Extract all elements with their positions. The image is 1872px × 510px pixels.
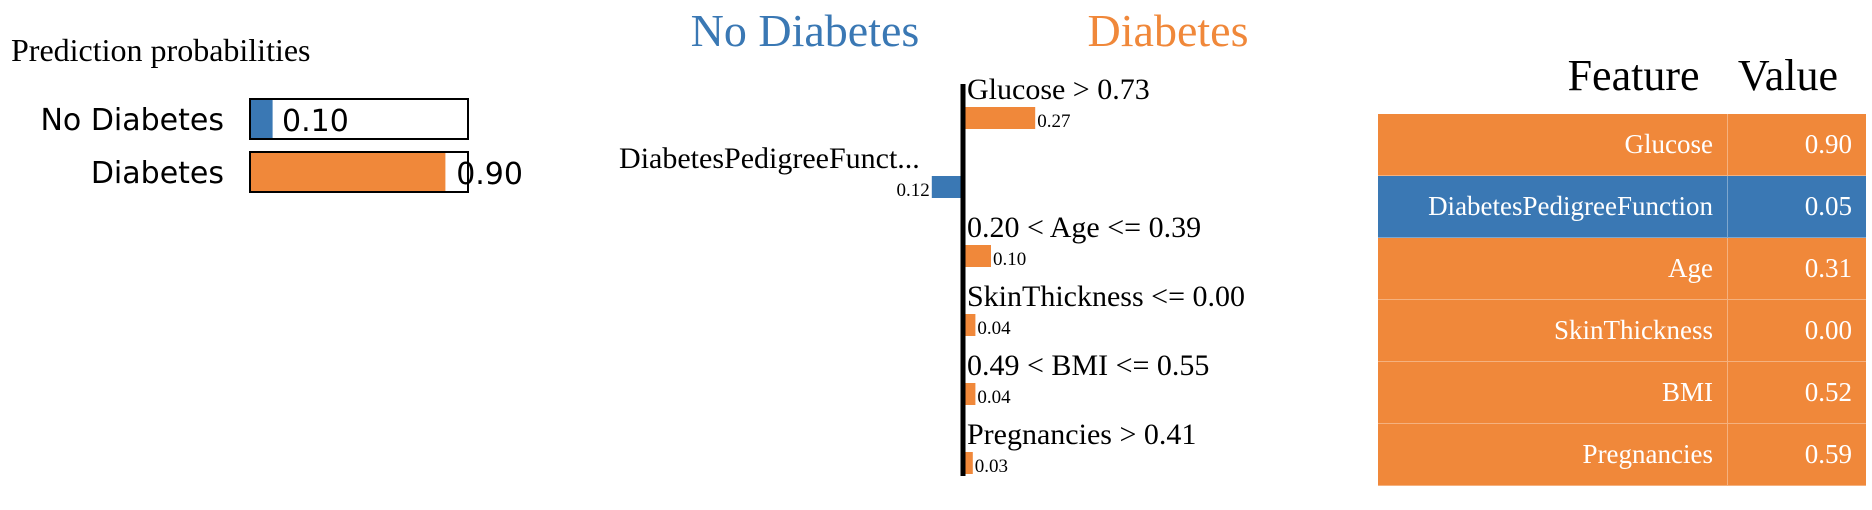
probability-bar-no-diabetes <box>251 100 273 138</box>
table-row: DiabetesPedigreeFunction 0.05 <box>1378 175 1866 238</box>
feature-condition-label-3: SkinThickness <= 0.00 <box>967 280 1245 313</box>
probability-value-no-diabetes: 0.10 <box>282 104 349 139</box>
class-label-diabetes: Diabetes <box>91 156 224 191</box>
explanation-bar-5 <box>965 452 973 474</box>
feature-name-cell: DiabetesPedigreeFunction <box>1378 175 1728 238</box>
feature-name-cell: Glucose <box>1378 114 1728 176</box>
feature-value-cell: 0.90 <box>1727 114 1866 176</box>
feature-value-cell: 0.00 <box>1727 299 1866 362</box>
feature-value-table: Feature Value Glucose 0.90 DiabetesPedigre… <box>1378 36 1866 486</box>
table-row: Age 0.31 <box>1378 237 1866 300</box>
table-row: SkinThickness 0.00 <box>1378 299 1866 362</box>
table-row: Pregnancies 0.59 <box>1378 423 1866 486</box>
feature-name-cell: Pregnancies <box>1378 423 1728 486</box>
feature-condition-label-4: 0.49 < BMI <= 0.55 <box>967 349 1209 382</box>
explanation-bar-4 <box>965 383 976 405</box>
class-label-no-diabetes: No Diabetes <box>40 103 224 138</box>
header-value: Value <box>1737 50 1838 100</box>
explanation-panel: No Diabetes Diabetes Glucose > 0.73 0.27 D… <box>619 5 1249 477</box>
explanation-bar-0 <box>965 107 1036 129</box>
probability-bar-frame-diabetes <box>249 151 469 193</box>
class-positive-title: Diabetes <box>1088 5 1249 56</box>
header-feature: Feature <box>1567 50 1700 100</box>
prediction-title: Prediction probabilities <box>11 32 311 68</box>
feature-condition-label-0: Glucose > 0.73 <box>967 73 1150 106</box>
weight-value-label-5: 0.03 <box>975 456 1008 477</box>
probability-value-diabetes: 0.90 <box>456 157 523 192</box>
table-row: Glucose 0.90 <box>1378 114 1866 176</box>
class-negative-title: No Diabetes <box>691 5 920 56</box>
feature-value-cell: 0.52 <box>1727 361 1866 424</box>
probability-bar-diabetes <box>251 153 446 191</box>
weight-value-label-4: 0.04 <box>977 387 1011 408</box>
prediction-probabilities-panel: Prediction probabilities No Diabetes 0.10… <box>11 32 523 193</box>
feature-name-cell: BMI <box>1378 361 1728 424</box>
probability-bar-frame-no-diabetes <box>249 98 469 140</box>
table-row: BMI 0.52 <box>1378 361 1866 424</box>
feature-name-cell: SkinThickness <box>1378 299 1728 362</box>
weight-value-label-1: 0.12 <box>897 180 930 201</box>
feature-value-cell: 0.05 <box>1727 175 1866 238</box>
explanation-bar-3 <box>965 314 976 336</box>
table-header-row: Feature Value <box>1378 36 1866 114</box>
explanation-bar-2 <box>965 245 991 267</box>
weight-value-label-2: 0.10 <box>993 249 1026 270</box>
feature-condition-label-1: DiabetesPedigreeFunct... <box>619 142 920 175</box>
explanation-bar-1 <box>931 176 963 198</box>
feature-condition-label-5: Pregnancies > 0.41 <box>967 418 1196 451</box>
feature-condition-label-2: 0.20 < Age <= 0.39 <box>967 211 1201 244</box>
feature-name-cell: Age <box>1378 237 1728 300</box>
feature-value-cell: 0.31 <box>1727 237 1866 300</box>
feature-value-cell: 0.59 <box>1727 423 1866 486</box>
weight-value-label-3: 0.04 <box>977 318 1011 339</box>
weight-value-label-0: 0.27 <box>1037 111 1070 132</box>
